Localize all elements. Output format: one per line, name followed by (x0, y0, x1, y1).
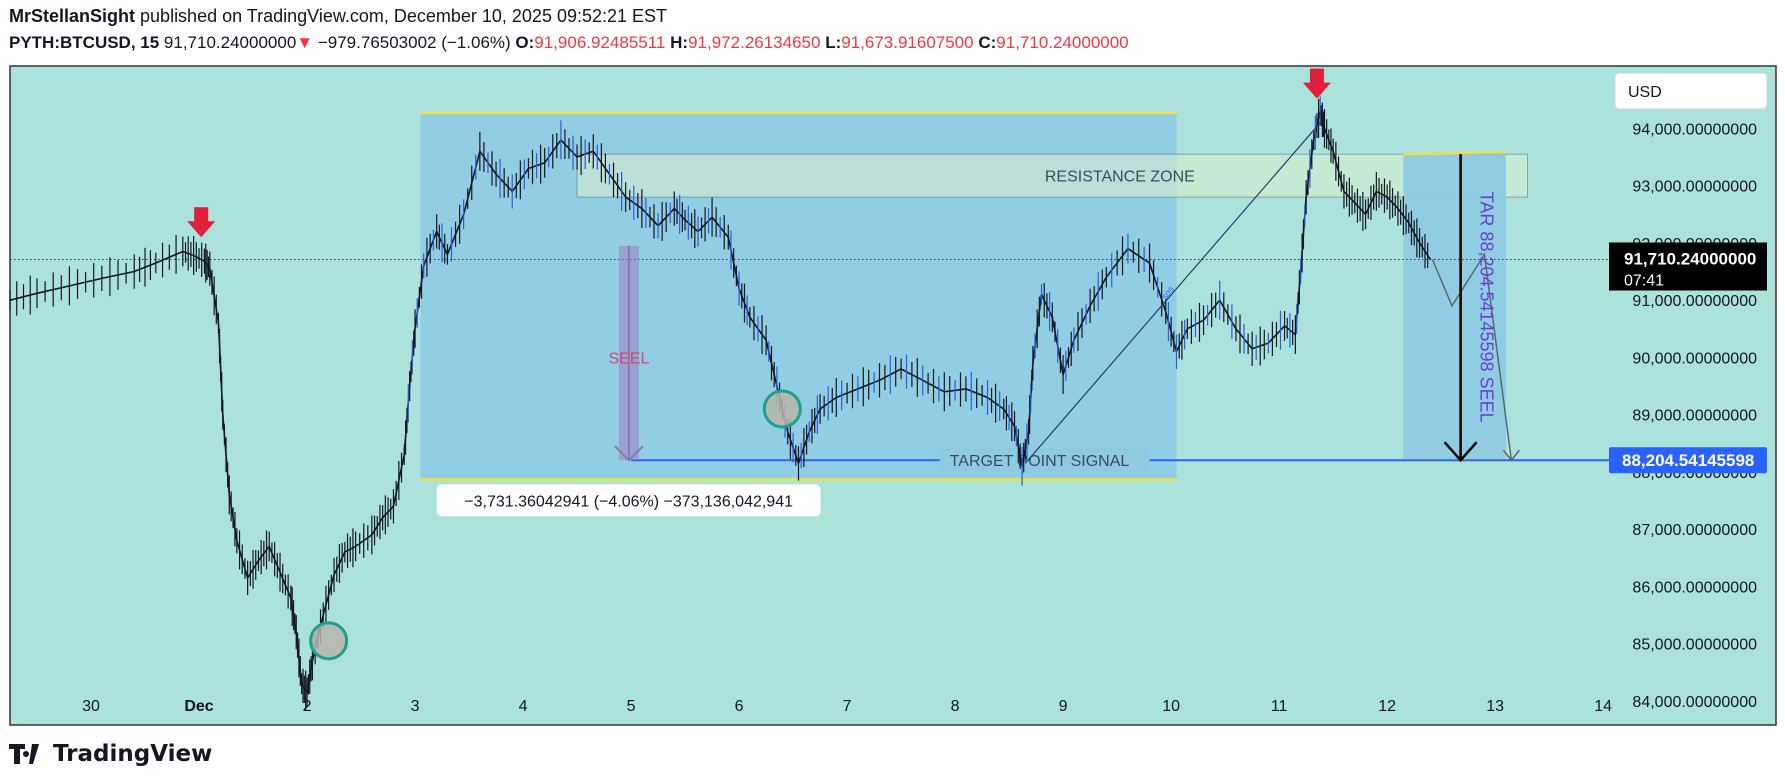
target-label-bg (939, 448, 1150, 473)
x-tick-label: 8 (951, 698, 960, 715)
y-tick-label: 86,000.00000000 (1632, 579, 1757, 596)
y-tick-label: 85,000.00000000 (1632, 637, 1757, 654)
close-value: 91,710.24000000 (996, 33, 1129, 52)
resistance-zone (576, 153, 1528, 198)
highlight-circle (762, 389, 802, 429)
symbol-label[interactable]: PYTH:BTCUSD, 15 (9, 33, 160, 52)
current-price-tag-value: 91,710.24000000 (1624, 250, 1756, 269)
publish-info: MrStellanSight published on TradingView.… (9, 6, 667, 27)
y-tick-label: 84,000.00000000 (1632, 694, 1757, 711)
x-tick-label: 6 (735, 698, 744, 715)
x-tick-label: 3 (411, 698, 420, 715)
sell-measure-arrowhead (614, 445, 644, 462)
target-box-top-line (1403, 150, 1506, 156)
low-value: 91,673.91607500 (841, 33, 974, 52)
change-down-icon: ▼ (296, 33, 314, 52)
target-arrowhead (1443, 441, 1478, 463)
x-tick-label: 9 (1059, 698, 1068, 715)
x-tick-label: 12 (1378, 698, 1396, 715)
published-text: published on TradingView.com, December 1… (140, 6, 668, 26)
currency-button (1614, 72, 1768, 110)
close-label: C: (978, 33, 997, 52)
measure-label-box (436, 484, 821, 517)
target-point-label: TARGET POINT SIGNAL (950, 453, 1130, 470)
x-tick-label: 14 (1594, 698, 1612, 715)
high-label: H: (670, 33, 689, 52)
x-tick-label: Dec (184, 698, 213, 715)
symbol-legend: PYTH:BTCUSD, 15 91,710.24000000▼ −979.76… (9, 33, 1129, 53)
target-vertical-label: TAR 88,204.54145598 SEEL (1477, 192, 1497, 423)
projection-arrowhead (1502, 449, 1520, 462)
price-change: −979.76503002 (−1.06%) (317, 33, 511, 52)
target-box (1403, 154, 1506, 461)
target-price-tag (1609, 447, 1767, 474)
resistance-zone-label: RESISTANCE ZONE (1045, 169, 1195, 186)
open-label: O: (515, 33, 535, 52)
y-tick-label: 87,000.00000000 (1632, 522, 1757, 539)
countdown-label: 07:41 (1624, 273, 1664, 290)
x-tick-label: 4 (519, 698, 528, 715)
x-tick-label: 7 (843, 698, 852, 715)
high-value: 91,972.26134650 (688, 33, 821, 52)
y-tick-label: 91,000.00000000 (1632, 293, 1757, 310)
trend-line (1024, 122, 1321, 464)
highlight-circle (309, 621, 349, 661)
author-name[interactable]: MrStellanSight (9, 6, 136, 26)
x-tick-label: 5 (627, 698, 636, 715)
target-price-tag-value: 88,204.54145598 (1622, 451, 1754, 470)
x-tick-label: 13 (1486, 698, 1504, 715)
tradingview-footer[interactable]: TradingView (9, 741, 212, 767)
sell-arrow-icon (187, 207, 216, 238)
y-tick-label: 90,000.00000000 (1632, 350, 1757, 367)
x-tick-label: 10 (1162, 698, 1180, 715)
y-tick-label: 94,000.00000000 (1632, 121, 1757, 138)
last-price: 91,710.24000000 (163, 33, 297, 52)
sell-arrow-icon (1302, 68, 1331, 99)
seel-label: SEEL (608, 350, 649, 367)
x-tick-label: 2 (303, 698, 312, 715)
candle-wicks (9, 96, 1429, 710)
y-tick-label: 93,000.00000000 (1632, 179, 1757, 196)
y-tick-label: 89,000.00000000 (1632, 408, 1757, 425)
x-tick-label: 30 (82, 698, 100, 715)
measure-label: −3,731.36042941 (−4.06%) −373,136,042,94… (464, 493, 793, 510)
projection-path (1431, 252, 1513, 461)
low-label: L: (825, 33, 842, 52)
open-value: 91,906.92485511 (534, 33, 666, 52)
tradingview-brand: TradingView (53, 741, 213, 767)
currency-button-label: USD (1628, 84, 1662, 101)
current-price-tag (1609, 242, 1767, 291)
tradingview-logo-icon (9, 744, 47, 764)
x-tick-label: 11 (1271, 698, 1288, 715)
